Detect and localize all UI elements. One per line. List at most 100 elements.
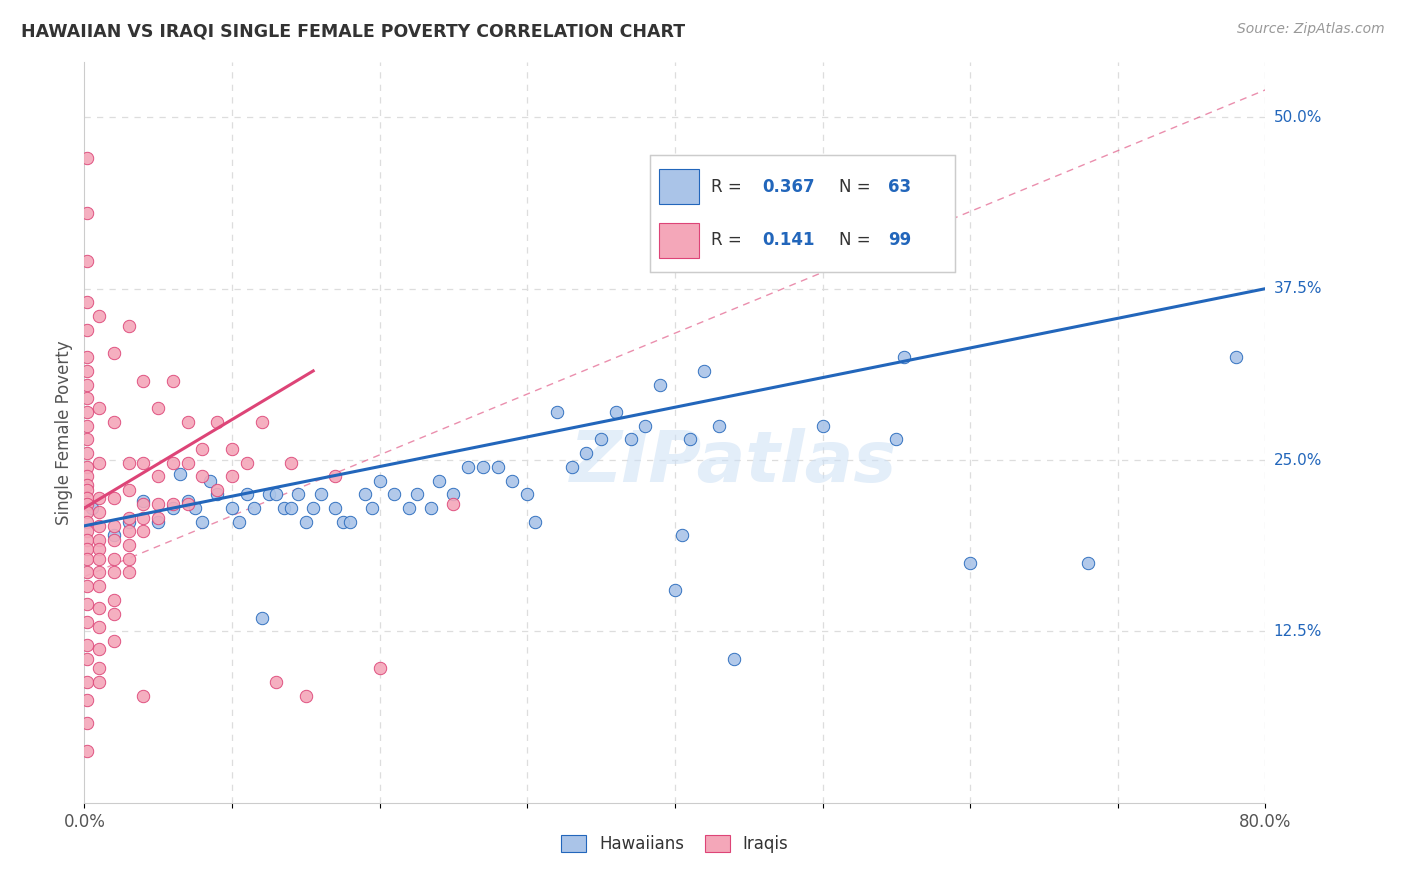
Point [76, 152, 98, 166]
Point [236, 456, 259, 470]
Text: R =: R = [711, 178, 741, 195]
Point [103, 415, 125, 429]
Point [118, 510, 141, 524]
Point [295, 689, 318, 703]
Point [87, 456, 111, 470]
Point [339, 515, 361, 529]
Point [76, 254, 98, 268]
Point [1077, 556, 1099, 570]
Point [257, 487, 280, 501]
Point [620, 433, 643, 447]
Point [398, 501, 420, 516]
Point [443, 487, 465, 501]
Point [591, 433, 613, 447]
Point [76, 491, 98, 506]
Point [76, 323, 98, 337]
Point [295, 515, 318, 529]
Point [354, 487, 377, 501]
Point [162, 456, 184, 470]
Point [273, 501, 295, 516]
Point [280, 456, 302, 470]
Point [76, 405, 98, 419]
Point [191, 469, 214, 483]
Point [103, 346, 125, 360]
Text: 25.0%: 25.0% [1274, 452, 1322, 467]
Text: Source: ZipAtlas.com: Source: ZipAtlas.com [1237, 22, 1385, 37]
Point [605, 405, 627, 419]
Point [87, 401, 111, 415]
Point [76, 515, 98, 529]
Text: R =: R = [711, 231, 741, 250]
Point [118, 515, 141, 529]
Point [76, 364, 98, 378]
Point [664, 583, 686, 598]
Point [709, 418, 731, 433]
Point [1225, 350, 1247, 364]
Point [368, 474, 391, 488]
Point [280, 501, 302, 516]
Point [486, 459, 509, 474]
Point [191, 515, 214, 529]
Point [221, 501, 243, 516]
Point [575, 446, 598, 460]
Text: ZIPatlas: ZIPatlas [571, 428, 897, 497]
Point [501, 474, 523, 488]
Point [405, 487, 427, 501]
Point [693, 364, 716, 378]
Point [198, 474, 221, 488]
Point [893, 350, 915, 364]
Point [177, 497, 200, 511]
Point [76, 497, 98, 511]
Point [87, 601, 111, 615]
Bar [659, 169, 699, 204]
Point [76, 477, 98, 491]
Text: 63: 63 [887, 178, 911, 195]
Point [132, 374, 155, 388]
Point [207, 483, 229, 498]
Point [76, 533, 98, 547]
Point [76, 206, 98, 220]
Text: 0.367: 0.367 [762, 178, 815, 195]
Point [80, 501, 103, 516]
Point [177, 456, 200, 470]
Point [76, 744, 98, 758]
Text: 50.0%: 50.0% [1274, 110, 1322, 125]
Point [228, 515, 250, 529]
Point [103, 551, 125, 566]
Point [561, 459, 583, 474]
Point [103, 607, 125, 621]
Point [132, 689, 155, 703]
Point [76, 392, 98, 406]
Point [332, 515, 354, 529]
Point [87, 579, 111, 593]
Text: HAWAIIAN VS IRAQI SINGLE FEMALE POVERTY CORRELATION CHART: HAWAIIAN VS IRAQI SINGLE FEMALE POVERTY … [21, 22, 685, 40]
Point [87, 566, 111, 580]
Point [266, 487, 288, 501]
Point [103, 519, 125, 533]
Point [309, 487, 332, 501]
Point [443, 497, 465, 511]
Point [76, 524, 98, 539]
Point [118, 456, 141, 470]
Point [162, 501, 184, 516]
Point [250, 415, 273, 429]
Point [76, 566, 98, 580]
Point [427, 474, 450, 488]
Text: 0.141: 0.141 [762, 231, 815, 250]
Point [76, 459, 98, 474]
Point [811, 418, 834, 433]
Point [87, 642, 111, 657]
Point [87, 519, 111, 533]
Point [132, 497, 155, 511]
Point [118, 318, 141, 333]
Point [76, 446, 98, 460]
Point [132, 456, 155, 470]
Text: 99: 99 [887, 231, 911, 250]
Point [472, 459, 495, 474]
Point [87, 533, 111, 547]
Point [516, 487, 538, 501]
Point [76, 615, 98, 629]
Text: N =: N = [839, 231, 870, 250]
Point [148, 469, 170, 483]
Point [679, 433, 702, 447]
